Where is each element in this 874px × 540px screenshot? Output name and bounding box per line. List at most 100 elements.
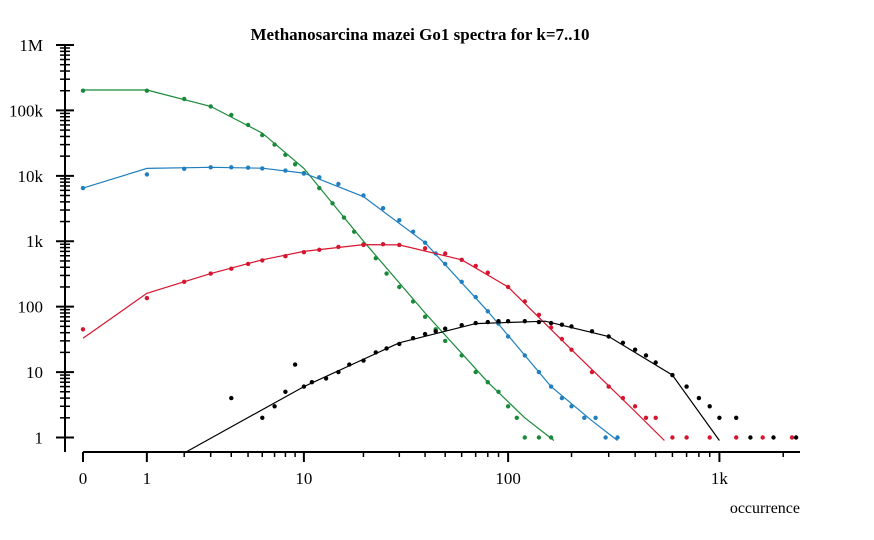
data-point xyxy=(473,263,478,269)
data-point xyxy=(182,166,187,171)
data-point xyxy=(229,395,234,401)
data-point xyxy=(397,218,402,223)
data-point xyxy=(505,284,511,290)
data-point xyxy=(245,122,251,128)
data-point xyxy=(229,266,234,271)
fit-line xyxy=(82,166,618,441)
series-2 xyxy=(80,165,620,441)
data-point xyxy=(603,435,608,440)
data-point xyxy=(522,435,527,440)
fit-line xyxy=(83,89,555,441)
data-point xyxy=(352,229,357,234)
data-point xyxy=(422,246,428,251)
data-point xyxy=(229,165,234,170)
data-point xyxy=(260,166,265,171)
data-point xyxy=(283,152,288,157)
data-point xyxy=(589,329,595,334)
data-point xyxy=(323,376,329,381)
data-point xyxy=(433,329,438,334)
data-point xyxy=(443,326,448,331)
y-tick-label: 1k xyxy=(26,232,44,251)
data-point xyxy=(144,295,150,301)
data-point xyxy=(182,279,187,284)
data-point xyxy=(245,165,251,170)
data-point xyxy=(522,353,527,358)
x-axis-label: occurrence xyxy=(730,500,800,517)
data-point xyxy=(459,279,464,284)
x-tick-label: 1 xyxy=(143,469,152,488)
data-point xyxy=(582,415,587,420)
data-point xyxy=(361,358,366,363)
data-point xyxy=(80,185,86,191)
data-point xyxy=(559,336,565,342)
series-1 xyxy=(80,88,555,441)
series-3 xyxy=(80,242,795,441)
data-point xyxy=(283,168,288,173)
data-point xyxy=(208,165,213,170)
data-point xyxy=(589,369,595,375)
data-point xyxy=(373,350,378,355)
data-point xyxy=(536,369,542,375)
data-point xyxy=(643,415,649,420)
data-point xyxy=(410,229,416,234)
data-point xyxy=(397,341,402,347)
data-point xyxy=(347,362,352,367)
data-point xyxy=(670,372,675,378)
data-point xyxy=(260,132,265,138)
fit-line xyxy=(183,320,720,454)
data-point xyxy=(380,242,386,247)
data-point xyxy=(283,254,288,259)
data-point xyxy=(459,353,464,358)
data-point xyxy=(569,324,574,329)
data-point xyxy=(548,320,554,326)
data-point xyxy=(397,284,402,290)
y-tick-label: 100 xyxy=(18,298,44,317)
data-point xyxy=(670,435,675,440)
data-point xyxy=(208,104,213,109)
data-point xyxy=(144,88,150,93)
data-point xyxy=(283,389,288,394)
data-point xyxy=(373,256,378,261)
data-point xyxy=(473,369,478,375)
data-point xyxy=(505,404,511,409)
data-point xyxy=(653,360,658,365)
data-point xyxy=(734,435,739,440)
data-point xyxy=(422,314,428,319)
data-point xyxy=(793,435,799,440)
y-tick-label: 100k xyxy=(9,101,44,120)
data-point xyxy=(536,435,542,440)
data-point xyxy=(569,347,574,352)
series-4 xyxy=(183,319,799,454)
data-point xyxy=(443,251,448,256)
data-point xyxy=(380,206,386,211)
data-point xyxy=(522,299,527,304)
plot-area xyxy=(80,88,799,454)
data-point xyxy=(336,181,341,187)
data-point xyxy=(684,435,689,440)
data-point xyxy=(505,319,511,324)
x-tick-label: 10 xyxy=(295,469,312,488)
data-point xyxy=(443,261,448,267)
data-point xyxy=(301,384,307,389)
data-point xyxy=(80,327,86,332)
data-point xyxy=(336,244,341,250)
data-point xyxy=(330,201,335,206)
data-point xyxy=(620,340,626,345)
data-point xyxy=(317,175,322,180)
fit-line xyxy=(82,243,665,441)
data-point xyxy=(443,338,448,344)
data-point xyxy=(361,242,366,248)
data-point xyxy=(643,353,649,358)
data-point xyxy=(260,415,265,420)
data-point xyxy=(485,380,490,385)
data-point xyxy=(229,112,234,118)
data-point xyxy=(653,415,658,420)
data-point xyxy=(707,404,712,409)
data-point xyxy=(559,395,565,401)
data-point xyxy=(272,404,277,409)
data-point xyxy=(548,384,554,389)
data-point xyxy=(341,215,347,220)
axes: 1 10 100 1k 10k 100k 1M 0 1 10 100 1k xyxy=(9,36,800,488)
data-point xyxy=(569,404,574,409)
